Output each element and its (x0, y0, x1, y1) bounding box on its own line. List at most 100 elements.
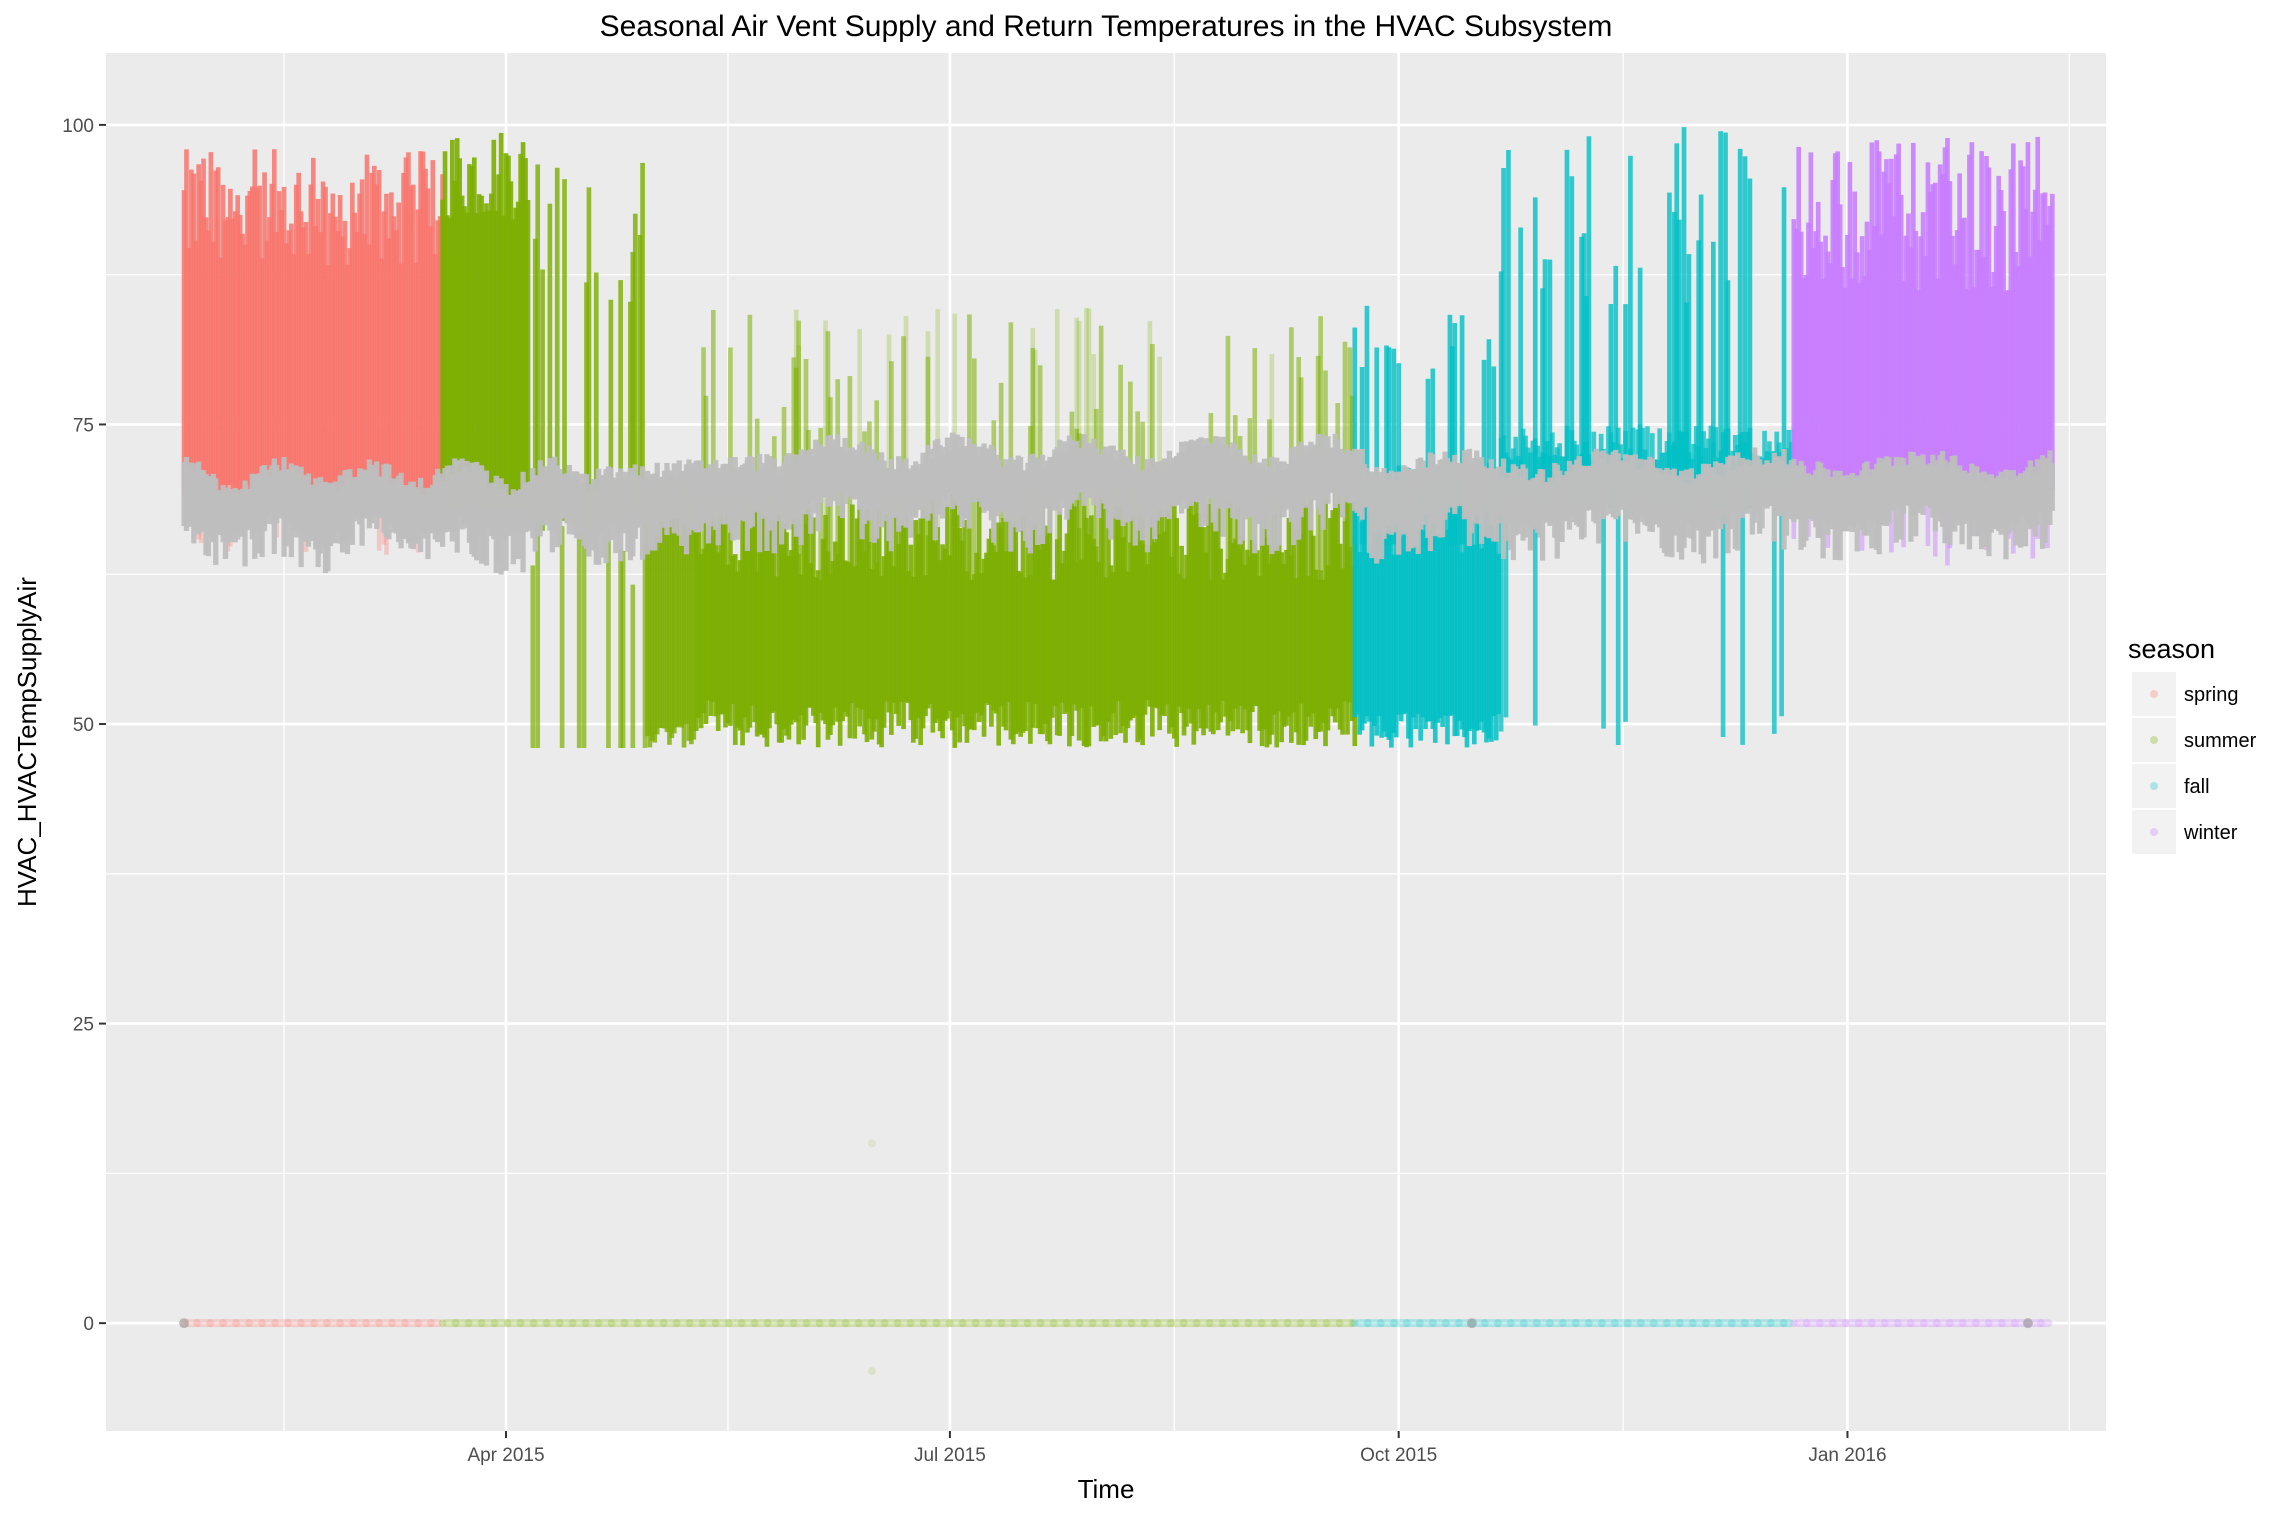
supply-point-summer (506, 155, 511, 509)
supply-point-summer (1147, 321, 1153, 546)
supply-point-summer (825, 551, 831, 740)
supply-point-summer (967, 497, 972, 730)
supply-point-summer (1054, 539, 1060, 736)
zero-point-spring (310, 1319, 319, 1328)
supply-point-winter (2013, 251, 2019, 506)
supply-point-winter (1952, 264, 1958, 499)
supply-point-summer (1062, 550, 1067, 714)
zero-point-winter (1802, 1319, 1811, 1328)
supply-point-summer (859, 524, 865, 710)
supply-point-summer (445, 215, 450, 509)
supply-point-spring (374, 184, 380, 492)
zero-point-fall (1571, 1319, 1580, 1328)
zero-point-summer (1140, 1319, 1149, 1328)
supply-point-spring (328, 213, 333, 498)
supply-point-summer (706, 494, 711, 701)
supply-point-winter (1796, 146, 1802, 502)
supply-point-summer (1296, 357, 1302, 514)
supply-point-fall (1737, 148, 1743, 509)
supply-point-spring (181, 190, 187, 496)
supply-point-summer (876, 495, 882, 745)
supply-point-summer (703, 395, 709, 512)
supply-point-fall (1491, 366, 1497, 545)
supply-point-winter (1793, 228, 1799, 506)
supply-point-summer (513, 207, 519, 509)
supply-point-winter (2008, 169, 2014, 501)
supply-point-summer (1284, 549, 1289, 726)
zero-point-summer (1218, 1319, 1227, 1328)
zero-point-winter (1932, 1319, 1941, 1328)
supply-point-summer (1296, 513, 1302, 745)
zero-point-fall (1610, 1319, 1619, 1328)
zero-point-fall (1662, 1319, 1671, 1328)
supply-point-summer (562, 179, 567, 522)
legend-label-spring: spring (2184, 684, 2238, 706)
supply-point-summer (1308, 487, 1314, 727)
supply-point-winter (1971, 286, 1977, 493)
supply-point-summer (1340, 568, 1345, 735)
zero-point-summer (854, 1319, 863, 1328)
supply-point-summer (1106, 494, 1111, 722)
supply-points (181, 127, 2055, 748)
supply-point-spring (401, 172, 406, 493)
supply-point-summer (720, 488, 726, 715)
zero-point-summer (1114, 1319, 1123, 1328)
supply-point-summer (1076, 320, 1082, 528)
supply-point-spring (210, 241, 216, 501)
supply-point-winter (1798, 231, 1804, 508)
y-axis-label: HVAC_HVACTempSupplyAir (12, 577, 42, 907)
supply-point-summer (1052, 579, 1058, 706)
supply-point-summer (837, 516, 843, 746)
supply-point-summer (1350, 566, 1355, 721)
y-axis: 0 25 50 75 100 (62, 116, 106, 1335)
supply-point-summer (1135, 411, 1141, 501)
supply-point-fall (1369, 509, 1375, 747)
supply-point-fall (1371, 540, 1377, 726)
x-tick-label: Jan 2016 (1808, 1445, 1886, 1466)
supply-point-spring (332, 216, 338, 500)
supply-point-winter (2023, 209, 2028, 508)
supply-point-summer (1140, 501, 1145, 746)
return-point (2049, 463, 2055, 511)
zero-point-fall (1597, 1319, 1606, 1328)
supply-point-winter (1935, 278, 1941, 507)
supply-point-fall (1725, 280, 1731, 509)
supply-point-summer (710, 309, 716, 492)
supply-point-spring (389, 192, 394, 505)
supply-point-summer (1035, 489, 1041, 729)
legend-label-summer: summer (2184, 730, 2257, 752)
supply-point-summer (508, 181, 514, 509)
supply-point-summer (871, 508, 877, 732)
supply-point-summer (869, 569, 875, 740)
zero-point-fall (1402, 1319, 1411, 1328)
supply-point-spring (184, 149, 189, 509)
supply-point-summer (774, 576, 780, 725)
supply-point-summer (864, 507, 870, 743)
supply-point-summer (471, 157, 477, 509)
supply-point-winter (2037, 240, 2043, 505)
zero-point-summer (503, 1319, 512, 1328)
supply-point-summer (740, 513, 745, 746)
supply-point-spring (420, 151, 426, 513)
supply-point-summer (457, 158, 462, 509)
zero-point-summer (1036, 1319, 1045, 1328)
zero-point-fall (1649, 1319, 1658, 1328)
supply-point-summer (1206, 504, 1211, 705)
zero-point-fall (1545, 1319, 1554, 1328)
zero-point-summer (568, 1319, 577, 1328)
zero-point-fall (1714, 1319, 1723, 1328)
supply-point-summer (1157, 356, 1162, 534)
zero-point-summer (1205, 1319, 1214, 1328)
supply-point-summer (845, 561, 850, 717)
supply-point-winter (2040, 193, 2045, 505)
supply-point-fall (1742, 156, 1748, 509)
supply-point-fall (1720, 508, 1726, 737)
zero-point-summer (802, 1319, 811, 1328)
supply-point-summer (803, 523, 809, 726)
supply-point-winter (1869, 142, 1875, 495)
supply-point-winter (1884, 159, 1889, 507)
supply-point-summer (984, 552, 989, 703)
zero-point-summer (737, 1319, 746, 1328)
supply-point-summer (857, 329, 862, 509)
